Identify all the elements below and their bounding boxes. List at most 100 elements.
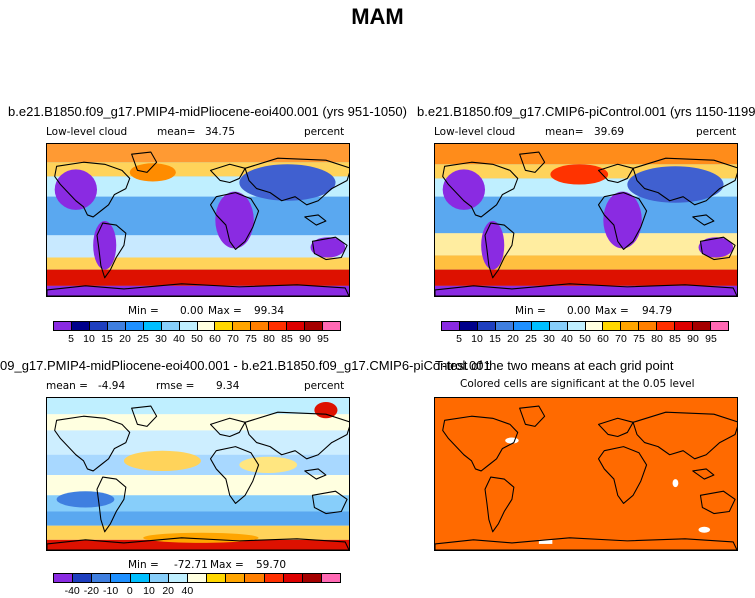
- colorbar-label: 5: [68, 333, 74, 345]
- colorbar-label: 40: [181, 585, 194, 597]
- panel-1-variable-label: Low-level cloud: [46, 126, 128, 138]
- colorbar-label: 50: [579, 333, 591, 345]
- panel-1-max-label: Max =: [208, 305, 242, 317]
- colorbar-segment: [442, 322, 460, 330]
- colorbar-segment: [71, 322, 90, 330]
- colorbar-segment: [251, 322, 270, 330]
- panel-2-title: b.e21.B1850.f09_g17.CMIP6-piControl.001 …: [417, 104, 755, 119]
- colorbar-segment: [215, 322, 234, 330]
- colorbar-label: 5: [456, 333, 462, 345]
- colorbar-label: 10: [83, 333, 95, 345]
- colorbar-segment: [531, 322, 550, 330]
- colorbar-segment: [603, 322, 622, 330]
- panel-3-units: percent: [304, 380, 345, 392]
- colorbar-label: 70: [227, 333, 239, 345]
- colorbar-segment: [321, 574, 341, 582]
- colorbar-segment: [283, 574, 303, 582]
- panel-1-title: b.e21.B1850.f09_g17.PMIP4-midPliocene-eo…: [8, 104, 407, 119]
- panel-3-mean-value: -4.94: [98, 380, 126, 392]
- colorbar-label: 10: [143, 585, 155, 597]
- cloud-map-2: [435, 144, 737, 296]
- panel-3-min-label: Min =: [128, 559, 159, 571]
- panel-1-min-label: Min =: [128, 305, 159, 317]
- colorbar-segment: [54, 322, 72, 330]
- colorbar-segment: [323, 322, 340, 330]
- panel-1-units: percent: [304, 126, 345, 138]
- colorbar-label: 85: [669, 333, 681, 345]
- colorbar-label: 0: [126, 585, 133, 597]
- colorbar-segment: [621, 322, 640, 330]
- panel-2-units: percent: [696, 126, 737, 138]
- colorbar-label: 30: [543, 333, 555, 345]
- colorbar-segment: [711, 322, 728, 330]
- colorbar-segment: [302, 574, 322, 582]
- colorbar-segment: [54, 574, 74, 582]
- panel-1-map: [46, 143, 350, 297]
- colorbar-label: 25: [137, 333, 149, 345]
- colorbar-segment: [675, 322, 694, 330]
- colorbar-segment: [111, 574, 131, 582]
- colorbar-segment: [197, 322, 216, 330]
- panel-2-max-label: Max =: [595, 305, 629, 317]
- panel-2-variable-label: Low-level cloud: [434, 126, 516, 138]
- colorbar-label: 30: [155, 333, 167, 345]
- colorbar-label: 20: [162, 585, 175, 597]
- colorbar-segment: [585, 322, 604, 330]
- colorbar-segment: [89, 322, 108, 330]
- colorbar-label: 80: [651, 333, 663, 345]
- colorbar-segment: [130, 574, 150, 582]
- panel-2-min-label: Min =: [515, 305, 546, 317]
- colorbar-label: 95: [705, 333, 717, 345]
- colorbar-label: 50: [191, 333, 203, 345]
- panel-4-map: [434, 397, 738, 551]
- colorbar-segment: [657, 322, 676, 330]
- colorbar-label: 90: [299, 333, 311, 345]
- colorbar-segment: [693, 322, 712, 330]
- colorbar-label: 70: [615, 333, 627, 345]
- cloud-map-1: [47, 144, 349, 296]
- colorbar-label: -20: [83, 585, 99, 597]
- colorbar-label: 20: [119, 333, 131, 345]
- panel-2-map: [434, 143, 738, 297]
- colorbar-label: 60: [209, 333, 221, 345]
- colorbar-segment: [168, 574, 188, 582]
- panel-1-mean-value: 34.75: [205, 126, 236, 138]
- colorbar-segment: [187, 574, 208, 582]
- panel-1-colorbar: [53, 321, 341, 331]
- colorbar-label: -40: [64, 585, 80, 597]
- colorbar-label: 60: [597, 333, 609, 345]
- colorbar-label: -10: [103, 585, 119, 597]
- colorbar-segment: [549, 322, 568, 330]
- panel-3-max-value: 59.70: [256, 559, 287, 571]
- colorbar-label: 95: [317, 333, 329, 345]
- colorbar-segment: [639, 322, 658, 330]
- colorbar-segment: [73, 574, 93, 582]
- panel-2-mean-value: 39.69: [594, 126, 625, 138]
- panel-3-rmse-value: 9.34: [216, 380, 240, 392]
- colorbar-segment: [495, 322, 514, 330]
- colorbar-segment: [264, 574, 284, 582]
- colorbar-label: 75: [633, 333, 645, 345]
- colorbar-segment: [125, 322, 144, 330]
- colorbar-segment: [269, 322, 288, 330]
- panel-1-max-value: 99.34: [254, 305, 285, 317]
- colorbar-segment: [459, 322, 478, 330]
- colorbar-segment: [513, 322, 532, 330]
- panel-3-map: [46, 397, 350, 551]
- colorbar-segment: [226, 574, 246, 582]
- colorbar-label: 15: [489, 333, 501, 345]
- colorbar-segment: [107, 322, 126, 330]
- panel-3-max-label: Max =: [210, 559, 244, 571]
- panel-4-title: T-test of the two means at each grid poi…: [435, 358, 674, 373]
- colorbar-label: 40: [173, 333, 185, 345]
- panel-3-mean-label: mean =: [46, 380, 88, 392]
- colorbar-segment: [477, 322, 496, 330]
- panel-2-colorbar: [441, 321, 729, 331]
- panel-3-rmse-label: rmse =: [156, 380, 195, 392]
- colorbar-label: 20: [507, 333, 519, 345]
- panel-2-min-value: 0.00: [567, 305, 591, 317]
- difference-map: [47, 398, 349, 550]
- panel-1-mean-label: mean=: [157, 126, 196, 138]
- colorbar-segment: [143, 322, 162, 330]
- panel-2-mean-label: mean=: [545, 126, 584, 138]
